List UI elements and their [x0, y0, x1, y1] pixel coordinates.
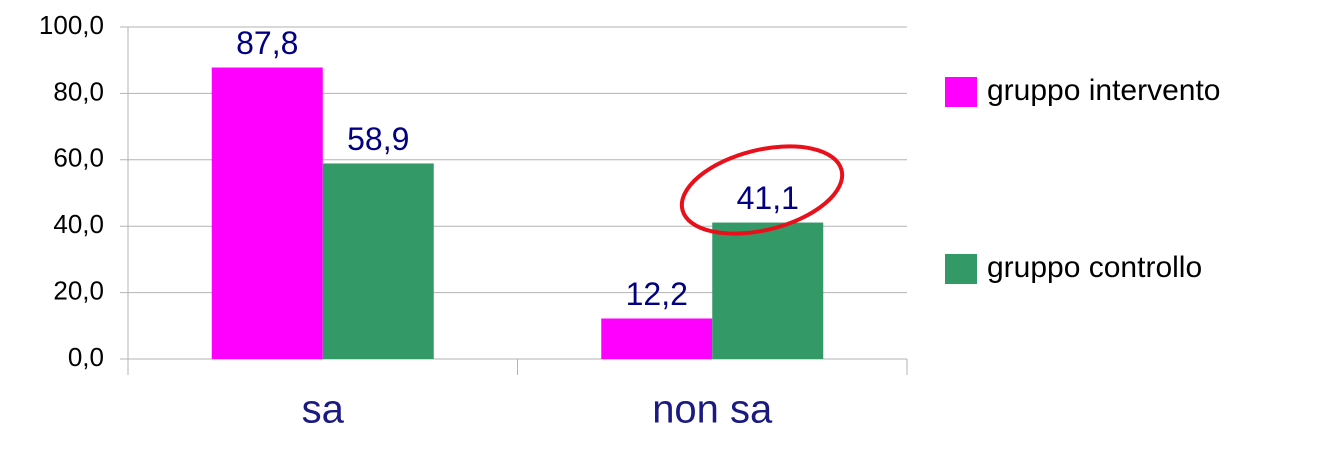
value-label: 12,2	[626, 276, 688, 312]
y-tick-label: 60,0	[53, 143, 104, 173]
legend-label: gruppo intervento	[987, 74, 1221, 107]
value-label: 58,9	[347, 121, 409, 157]
bar	[322, 163, 434, 359]
y-tick-label: 100,0	[39, 10, 104, 40]
legend-swatch	[945, 254, 977, 284]
y-tick-label: 40,0	[53, 209, 104, 239]
highlight-ellipse	[679, 144, 845, 236]
y-tick-label: 20,0	[53, 275, 104, 305]
legend-label: gruppo controllo	[987, 251, 1202, 284]
x-tick-label: sa	[302, 388, 345, 432]
bar	[211, 67, 323, 359]
bar	[712, 222, 824, 359]
legend-swatch	[945, 77, 977, 107]
x-tick-label: non sa	[652, 388, 773, 432]
bar	[601, 318, 713, 359]
y-tick-label: 0,0	[68, 342, 104, 372]
y-tick-label: 80,0	[53, 76, 104, 106]
value-label: 41,1	[737, 180, 799, 216]
value-label: 87,8	[236, 25, 298, 61]
